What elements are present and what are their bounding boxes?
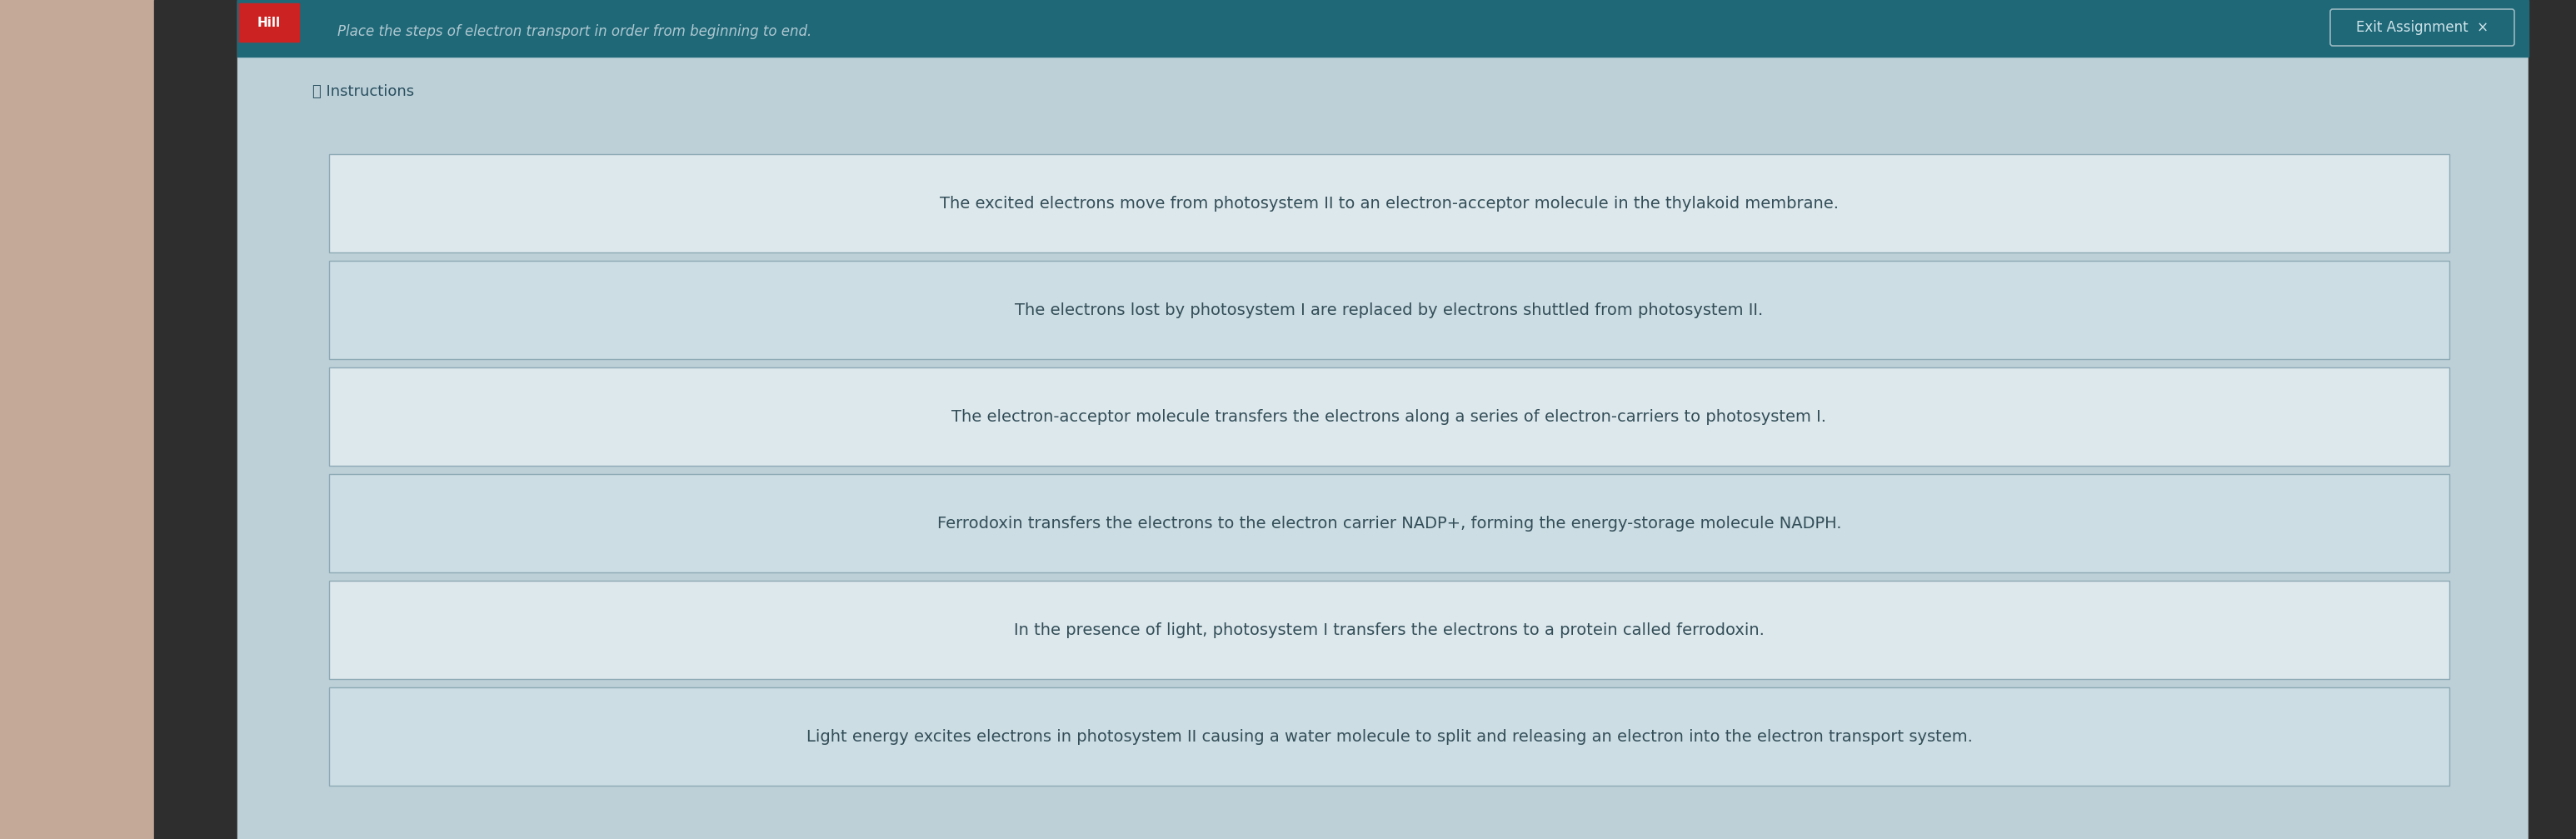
FancyBboxPatch shape (330, 367, 2450, 466)
Text: In the presence of light, photosystem I transfers the electrons to a protein cal: In the presence of light, photosystem I … (1015, 622, 1765, 638)
Bar (2530, 0, 2576, 839)
Bar (237, 0, 2530, 57)
Text: Light energy excites electrons in photosystem II causing a water molecule to spl: Light energy excites electrons in photos… (806, 728, 1973, 744)
Bar (237, 0, 2530, 839)
Text: Hill: Hill (258, 16, 281, 29)
FancyBboxPatch shape (330, 474, 2450, 572)
Text: The electron-acceptor molecule transfers the electrons along a series of electro: The electron-acceptor molecule transfers… (953, 409, 1826, 425)
Text: ⓘ Instructions: ⓘ Instructions (312, 84, 415, 99)
FancyBboxPatch shape (330, 687, 2450, 785)
Text: Place the steps of electron transport in order from beginning to end.: Place the steps of electron transport in… (337, 24, 811, 39)
FancyBboxPatch shape (330, 261, 2450, 359)
Text: Ferrodoxin transfers the electrons to the electron carrier NADP+, forming the en: Ferrodoxin transfers the electrons to th… (938, 515, 1842, 531)
Text: The excited electrons move from photosystem II to an electron-acceptor molecule : The excited electrons move from photosys… (940, 195, 1839, 211)
Bar (240, 3, 299, 42)
FancyBboxPatch shape (2331, 9, 2514, 46)
FancyBboxPatch shape (330, 581, 2450, 679)
Bar (155, 0, 245, 839)
FancyBboxPatch shape (330, 154, 2450, 253)
Text: Exit Assignment  ×: Exit Assignment × (2357, 20, 2488, 35)
Text: The electrons lost by photosystem I are replaced by electrons shuttled from phot: The electrons lost by photosystem I are … (1015, 302, 1765, 318)
